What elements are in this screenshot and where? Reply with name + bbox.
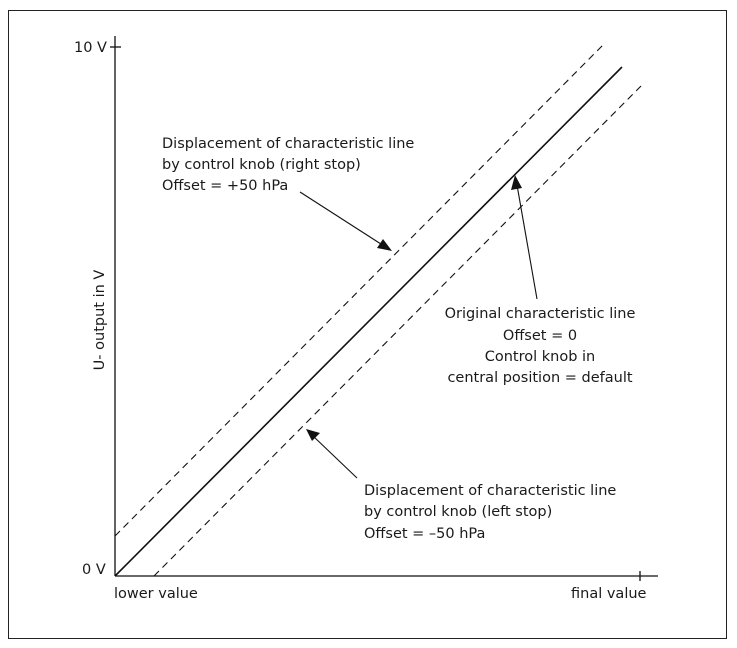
right-stop-arrowhead	[377, 239, 392, 251]
original-line-3: Control knob in	[485, 349, 596, 365]
figure-frame	[8, 10, 727, 639]
y-top-tick-label: 10 V	[74, 40, 107, 56]
y-axis-label: U- output in V	[92, 270, 108, 371]
right-stop-arrow	[299, 191, 385, 247]
x-right-tick-label: final value	[571, 586, 647, 602]
right-stop-line-1: Displacement of characteristic line	[162, 136, 414, 152]
right-stop-line-3: Offset = +50 hPa	[162, 178, 288, 194]
original-arrow	[516, 184, 538, 300]
y-bottom-tick-label: 0 V	[82, 562, 106, 578]
original-line-1: Original characteristic line	[445, 306, 636, 322]
left-stop-line-3: Offset = –50 hPa	[364, 526, 485, 542]
original-arrowhead	[511, 175, 522, 190]
left-stop-arrow	[312, 435, 358, 479]
left-stop-line-2: by control knob (left stop)	[364, 504, 552, 520]
right-stop-dashed-line	[114, 44, 604, 537]
left-stop-arrowhead	[306, 429, 320, 441]
original-line-4: central position = default	[447, 370, 632, 386]
right-stop-line-2: by control knob (right stop)	[162, 157, 361, 173]
original-characteristic-line	[114, 66, 623, 577]
original-line-2: Offset = 0	[503, 328, 577, 344]
x-left-tick-label: lower value	[114, 586, 198, 602]
left-stop-line-1: Displacement of characteristic line	[364, 483, 616, 499]
